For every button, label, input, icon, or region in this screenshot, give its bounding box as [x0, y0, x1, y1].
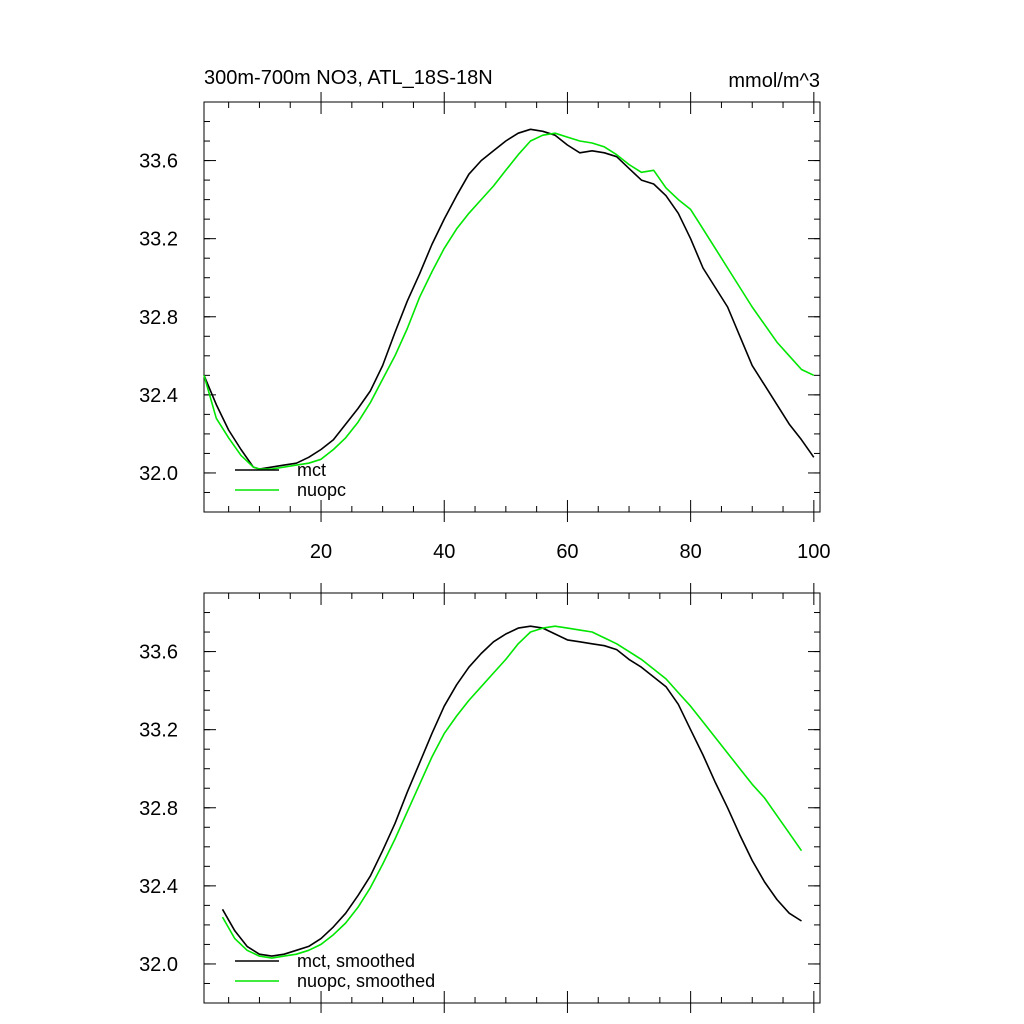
x-tick-label: 40 [433, 541, 455, 563]
plot-frame [203, 101, 821, 513]
y-tick-label: 32.8 [139, 798, 178, 820]
legend-label: nuopc [297, 480, 346, 500]
y-tick-label: 32.8 [139, 307, 178, 329]
y-tick-label: 33.2 [139, 229, 178, 251]
y-tick-label: 33.6 [139, 642, 178, 664]
y-tick-label: 32.4 [139, 876, 178, 898]
y-tick-label: 32.4 [139, 385, 178, 407]
y-tick-label: 33.6 [139, 151, 178, 173]
x-tick-label: 100 [797, 541, 830, 563]
series-line-mct [203, 128, 815, 470]
x-tick-label: 80 [680, 541, 702, 563]
chart-title: 300m-700m NO3, ATL_18S-18N [204, 67, 493, 89]
y-tick-label: 33.2 [139, 720, 178, 742]
x-tick-label: 20 [310, 541, 332, 563]
series-line-mct-smoothed [221, 625, 802, 957]
bottom-panel: 32.0 32.4 32.8 33.2 33.6 mct, smoothednuopc, … [139, 583, 821, 1013]
series-line-nuopc [203, 132, 815, 470]
units-label: mmol/m^3 [728, 70, 820, 92]
y-tick-label: 32.0 [139, 463, 178, 485]
legend-label: nuopc, smoothed [297, 971, 435, 991]
legend-label: mct, smoothed [297, 951, 415, 971]
legend-label: mct [297, 460, 326, 480]
plot-frame [203, 592, 821, 1004]
series-line-nuopc-smoothed [221, 625, 803, 959]
x-tick-label: 60 [556, 541, 578, 563]
y-tick-label: 32.0 [139, 954, 178, 976]
